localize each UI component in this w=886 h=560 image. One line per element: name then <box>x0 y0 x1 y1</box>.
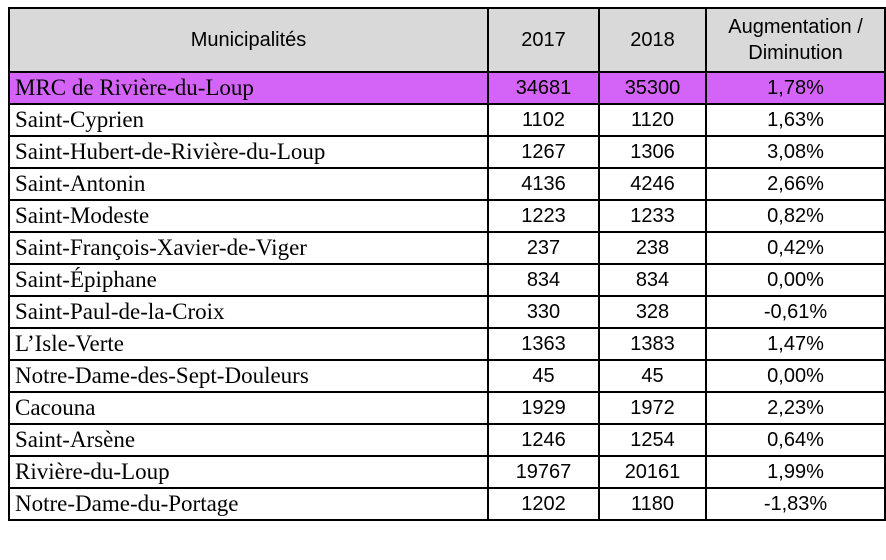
table-row: Notre-Dame-du-Portage 1202 1180 -1,83% <box>8 487 886 521</box>
change-cell: 0,42% <box>705 231 886 265</box>
municipality-cell: Saint-Antonin <box>8 167 489 201</box>
value-2018-cell: 834 <box>598 263 707 297</box>
change-cell: 1,63% <box>705 103 886 137</box>
value-2017-cell: 19767 <box>487 455 600 489</box>
value-2017-cell: 45 <box>487 359 600 393</box>
value-2018-cell: 1120 <box>598 103 707 137</box>
value-2017-cell: 34681 <box>487 71 600 105</box>
header-2018: 2018 <box>598 7 707 73</box>
table-row: Notre-Dame-des-Sept-Douleurs 45 45 0,00% <box>8 359 886 393</box>
table-row: Saint-Paul-de-la-Croix 330 328 -0,61% <box>8 295 886 329</box>
change-cell: 2,66% <box>705 167 886 201</box>
value-2018-cell: 1233 <box>598 199 707 233</box>
change-cell: 1,78% <box>705 71 886 105</box>
table-row: Saint-Cyprien 1102 1120 1,63% <box>8 103 886 137</box>
table-row: L’Isle-Verte 1363 1383 1,47% <box>8 327 886 361</box>
municipality-cell: MRC de Rivière-du-Loup <box>8 71 489 105</box>
value-2017-cell: 237 <box>487 231 600 265</box>
change-cell: -0,61% <box>705 295 886 329</box>
value-2017-cell: 1223 <box>487 199 600 233</box>
change-cell: 0,64% <box>705 423 886 457</box>
municipality-cell: Saint-François-Xavier-de-Viger <box>8 231 489 265</box>
value-2018-cell: 328 <box>598 295 707 329</box>
header-row: Municipalités 2017 2018 Augmentation / D… <box>8 7 886 73</box>
change-cell: 2,23% <box>705 391 886 425</box>
municipality-cell: Saint-Cyprien <box>8 103 489 137</box>
table-row: Cacouna 1929 1972 2,23% <box>8 391 886 425</box>
value-2018-cell: 1972 <box>598 391 707 425</box>
value-2018-cell: 35300 <box>598 71 707 105</box>
value-2017-cell: 1929 <box>487 391 600 425</box>
table-row: Saint-Arsène 1246 1254 0,64% <box>8 423 886 457</box>
municipality-cell: Saint-Modeste <box>8 199 489 233</box>
table-row: MRC de Rivière-du-Loup 34681 35300 1,78% <box>8 71 886 105</box>
header-municipalites: Municipalités <box>8 7 489 73</box>
value-2017-cell: 1202 <box>487 487 600 521</box>
value-2017-cell: 1246 <box>487 423 600 457</box>
header-change-line1: Augmentation / <box>728 16 863 38</box>
value-2017-cell: 1102 <box>487 103 600 137</box>
value-2017-cell: 1267 <box>487 135 600 169</box>
value-2018-cell: 20161 <box>598 455 707 489</box>
municipality-cell: Saint-Arsène <box>8 423 489 457</box>
municipality-cell: L’Isle-Verte <box>8 327 489 361</box>
municipality-cell: Saint-Épiphane <box>8 263 489 297</box>
table-row: Saint-Modeste 1223 1233 0,82% <box>8 199 886 233</box>
value-2018-cell: 1254 <box>598 423 707 457</box>
change-cell: 0,82% <box>705 199 886 233</box>
municipality-cell: Rivière-du-Loup <box>8 455 489 489</box>
table-row: Saint-Épiphane 834 834 0,00% <box>8 263 886 297</box>
value-2018-cell: 1180 <box>598 487 707 521</box>
municipality-cell: Cacouna <box>8 391 489 425</box>
change-cell: 1,99% <box>705 455 886 489</box>
table-row: Saint-Hubert-de-Rivière-du-Loup 1267 1306 3… <box>8 135 886 169</box>
table-row: Saint-François-Xavier-de-Viger 237 238 0,42… <box>8 231 886 265</box>
change-cell: 0,00% <box>705 263 886 297</box>
value-2017-cell: 4136 <box>487 167 600 201</box>
value-2018-cell: 45 <box>598 359 707 393</box>
value-2018-cell: 1383 <box>598 327 707 361</box>
value-2018-cell: 1306 <box>598 135 707 169</box>
value-2017-cell: 330 <box>487 295 600 329</box>
header-change-line2: Diminution <box>748 42 843 64</box>
value-2018-cell: 238 <box>598 231 707 265</box>
municipality-cell: Notre-Dame-du-Portage <box>8 487 489 521</box>
municipality-cell: Saint-Hubert-de-Rivière-du-Loup <box>8 135 489 169</box>
change-cell: 3,08% <box>705 135 886 169</box>
population-table: Municipalités 2017 2018 Augmentation / D… <box>8 7 886 521</box>
header-2017: 2017 <box>487 7 600 73</box>
change-cell: 1,47% <box>705 327 886 361</box>
municipality-cell: Saint-Paul-de-la-Croix <box>8 295 489 329</box>
value-2018-cell: 4246 <box>598 167 707 201</box>
value-2017-cell: 1363 <box>487 327 600 361</box>
change-cell: 0,00% <box>705 359 886 393</box>
municipality-cell: Notre-Dame-des-Sept-Douleurs <box>8 359 489 393</box>
table-row: Saint-Antonin 4136 4246 2,66% <box>8 167 886 201</box>
value-2017-cell: 834 <box>487 263 600 297</box>
table-row: Rivière-du-Loup 19767 20161 1,99% <box>8 455 886 489</box>
header-change: Augmentation / Diminution <box>705 7 886 73</box>
change-cell: -1,83% <box>705 487 886 521</box>
